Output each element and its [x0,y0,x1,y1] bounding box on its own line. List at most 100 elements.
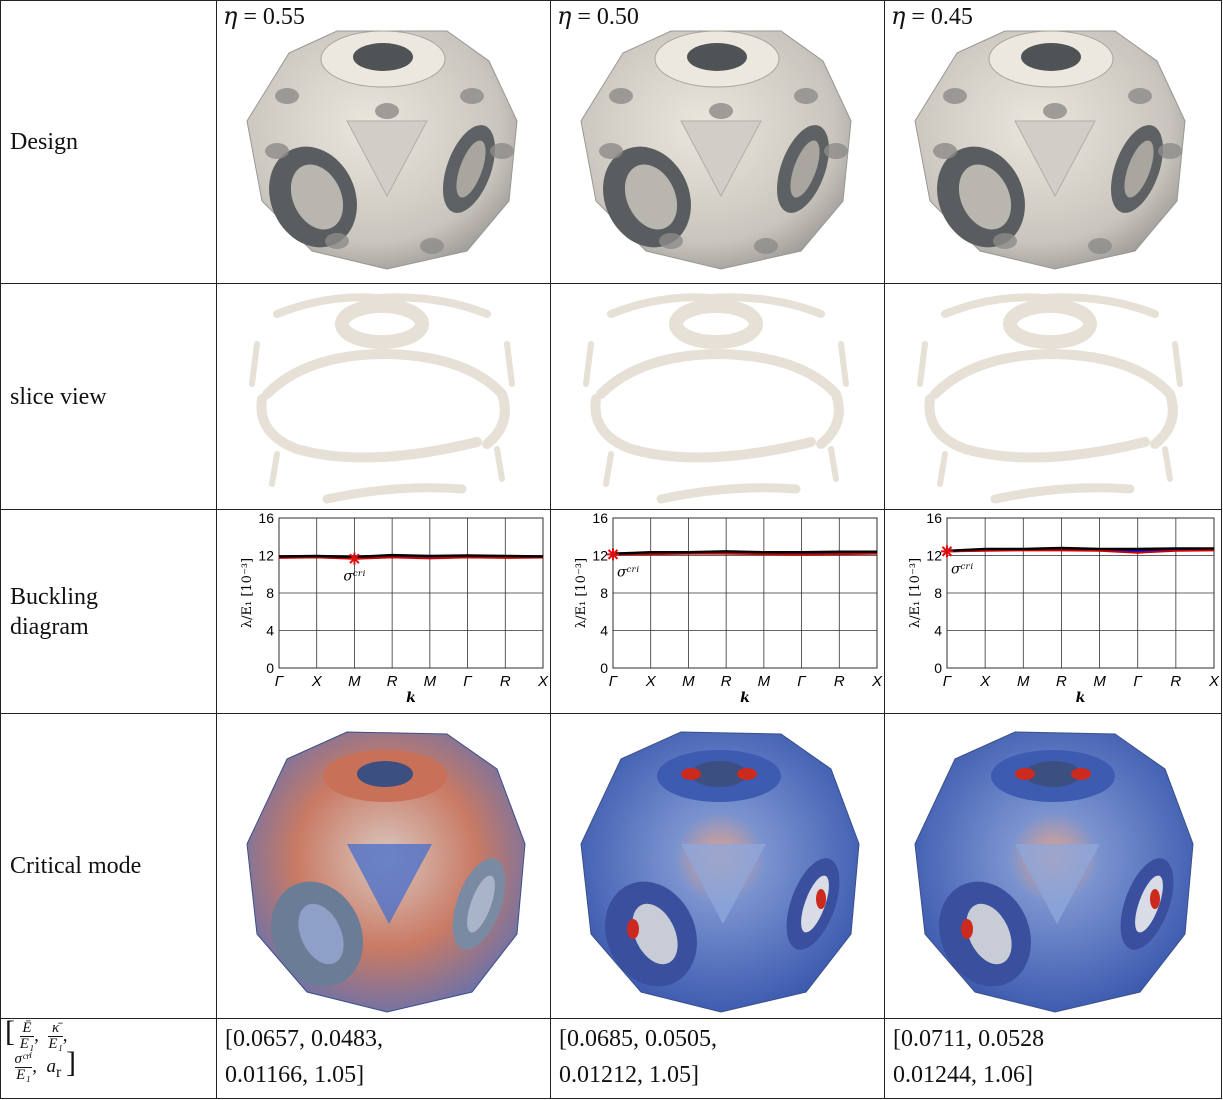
x-tick-label: X [871,673,883,690]
slice-cell-3 [884,283,1222,510]
values-line2-1: 0.01166, 1.05] [225,1062,365,1088]
y-tick-label: 4 [600,623,608,639]
x-tick-label: Γ [797,673,807,690]
x-tick-label: R [834,673,845,690]
y-tick-label: 4 [934,623,942,639]
values-line1-3: [0.0711, 0.0528 [893,1026,1045,1052]
row-label-critical: Critical mode [0,713,217,1019]
critical-cell-1 [216,713,551,1019]
x-tick-label: R [1170,673,1181,690]
y-axis-label: λ/E₁ [10⁻³] [574,558,589,628]
x-tick-label: Γ [275,673,285,690]
values-cell-2: [0.0685, 0.0505, 0.01212, 1.05] [550,1018,885,1099]
x-axis-label: k [1076,690,1086,706]
eta-label-2: η = 0.50 [557,2,639,30]
x-tick-label: X [979,673,991,690]
x-tick-label: M [424,673,437,690]
y-tick-label: 16 [926,510,942,526]
y-tick-label: 16 [258,510,274,526]
eta-label-1: η = 0.55 [223,2,305,30]
values-row: [ Ē E₁, κ̄ E₁, σᶜʳⁱ E₁, ar ] [0.0657, 0.048… [0,1018,1222,1099]
y-tick-label: 16 [592,510,608,526]
x-tick-label: Γ [943,673,953,690]
lattice-body [914,30,1186,270]
slice-outline [583,293,849,504]
critical-mode-image-3 [914,731,1194,1013]
x-tick-label: R [387,673,398,690]
x-tick-label: M [758,673,771,690]
slice-row: slice view [0,283,1222,510]
values-line2-2: 0.01212, 1.05] [559,1062,699,1088]
values-line1-1: [0.0657, 0.0483, [225,1026,383,1052]
critical-point-marker [348,552,361,565]
critical-point-marker [941,545,953,558]
y-tick-label: 12 [926,548,942,564]
critical-point-label: σᶜʳⁱ [343,569,365,585]
x-tick-label: M [348,673,361,690]
slice-outline [917,293,1183,504]
series-line [278,553,544,559]
y-tick-label: 4 [266,623,274,639]
design-row: Design η = 0.55 η = 0.50 η = 0.45 [0,0,1222,284]
x-tick-label: X [311,673,323,690]
design-cell-1: η = 0.55 [216,0,551,284]
slice-image-3 [917,293,1183,504]
x-tick-label: Γ [463,673,473,690]
slice-cell-1 [216,283,551,510]
slice-cell-2 [550,283,885,510]
x-tick-label: Γ [609,673,619,690]
critical-cell-3 [884,713,1222,1019]
design-image-2 [580,30,852,270]
design-cell-3: η = 0.45 [884,0,1222,284]
lattice-body [246,30,518,270]
buckling-chart-1: 0 4 8 12 16 Γ X M R M Γ R Xk λ/E₁ [10⁻³] σᶜʳⁱ [240,510,549,707]
critical-mode-image-1 [246,731,526,1013]
row-label-buckling-line2: diagram [10,613,89,640]
row-label-buckling-line1: Buckling [10,583,98,610]
critical-mode-image-2 [580,731,860,1013]
values-line1-2: [0.0685, 0.0505, [559,1026,717,1052]
values-line2-3: 0.01244, 1.06] [893,1062,1033,1088]
critical-point-label: σᶜʳⁱ [951,561,973,577]
critical-row: Critical mode [0,713,1222,1019]
mode-body [246,731,526,1013]
values-cell-1: [0.0657, 0.0483, 0.01166, 1.05] [216,1018,551,1099]
critical-point-label: σᶜʳⁱ [617,564,639,580]
y-axis-label: λ/E₁ [10⁻³] [240,558,255,628]
y-tick-label: 12 [592,548,608,564]
series-line [278,556,544,560]
series-line [946,546,1214,553]
x-axis-label: k [406,690,416,706]
x-tick-label: R [1056,673,1067,690]
critical-point-marker [607,548,619,561]
slice-outline [249,293,515,504]
mode-body [914,731,1194,1013]
slice-image-1 [249,293,515,504]
critical-cell-2 [550,713,885,1019]
buckling-chart-2: 0 4 8 12 16 Γ X M R M Γ R Xk λ/E₁ [10⁻³] σᶜʳⁱ [574,510,883,707]
x-tick-label: R [500,673,511,690]
eta-label-3: η = 0.45 [891,2,973,30]
y-tick-label: 12 [258,548,274,564]
slice-image-2 [583,293,849,504]
x-tick-label: X [537,673,549,690]
row-label-slice: slice view [0,283,217,510]
x-tick-label: Γ [1133,673,1143,690]
design-image-1 [246,30,518,270]
x-tick-label: X [1208,673,1220,690]
y-axis-label: λ/E₁ [10⁻³] [908,558,923,628]
x-tick-label: M [1017,673,1030,690]
series-line [946,549,1215,554]
lattice-body [580,30,852,270]
x-tick-label: X [645,673,657,690]
x-tick-label: R [721,673,732,690]
y-tick-label: 8 [266,585,274,601]
design-image-3 [914,30,1186,270]
vector-label-cell: [ Ē E₁, κ̄ E₁, σᶜʳⁱ E₁, ar ] [0,1018,217,1099]
buckling-chart-3: 0 4 8 12 16 Γ X M R M Γ R Xk λ/E₁ [10⁻³] σᶜʳⁱ [908,510,1220,707]
